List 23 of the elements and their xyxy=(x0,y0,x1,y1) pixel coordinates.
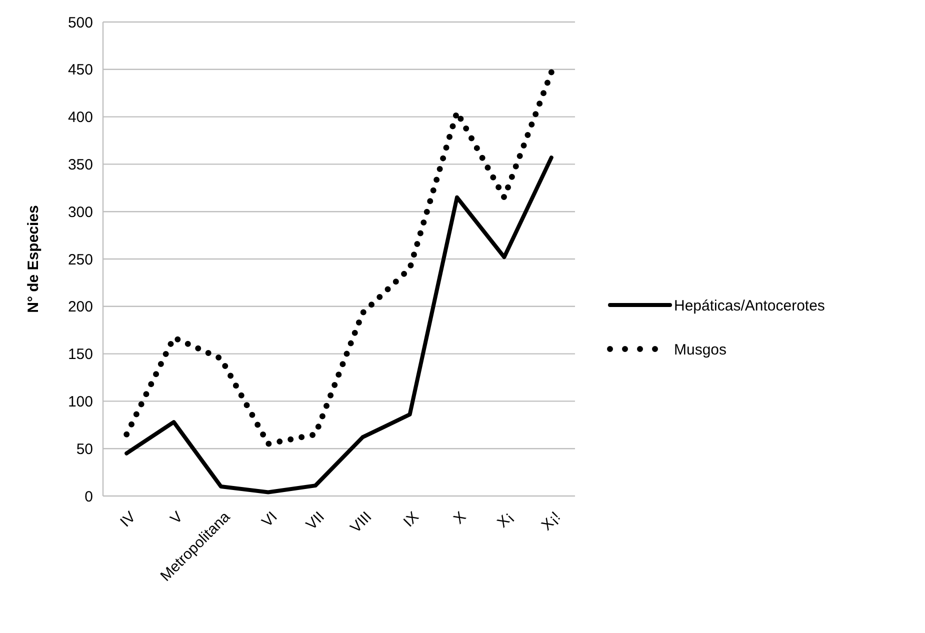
x-tick-label: X¡ xyxy=(494,508,517,532)
y-tick-label: 250 xyxy=(68,251,93,268)
x-tick-label: VIII xyxy=(347,508,376,536)
y-tick-label: 100 xyxy=(68,393,93,410)
y-tick-label: 300 xyxy=(68,204,93,221)
x-tick-label: X¡! xyxy=(538,508,564,534)
y-tick-label: 400 xyxy=(68,109,93,126)
y-tick-label: 450 xyxy=(68,62,93,79)
legend-label: Hepáticas/Antocerotes xyxy=(674,297,825,314)
y-axis-title: N° de Especies xyxy=(25,205,42,313)
y-tick-label: 0 xyxy=(84,488,93,506)
line-series xyxy=(124,156,554,494)
x-tick-label: IX xyxy=(400,508,422,531)
y-tick-label: 150 xyxy=(68,346,93,364)
y-tick-label: 50 xyxy=(76,440,93,458)
y-tick-label: 350 xyxy=(68,156,93,174)
y-tick-label: 200 xyxy=(68,298,93,316)
x-tick-label: IV xyxy=(117,508,140,531)
x-tick-label: X xyxy=(450,508,470,528)
legend-label: Musgos xyxy=(674,341,727,358)
x-tick-label: VII xyxy=(302,508,328,534)
y-tick-label: 500 xyxy=(68,14,93,32)
x-tick-label: VI xyxy=(258,508,281,531)
